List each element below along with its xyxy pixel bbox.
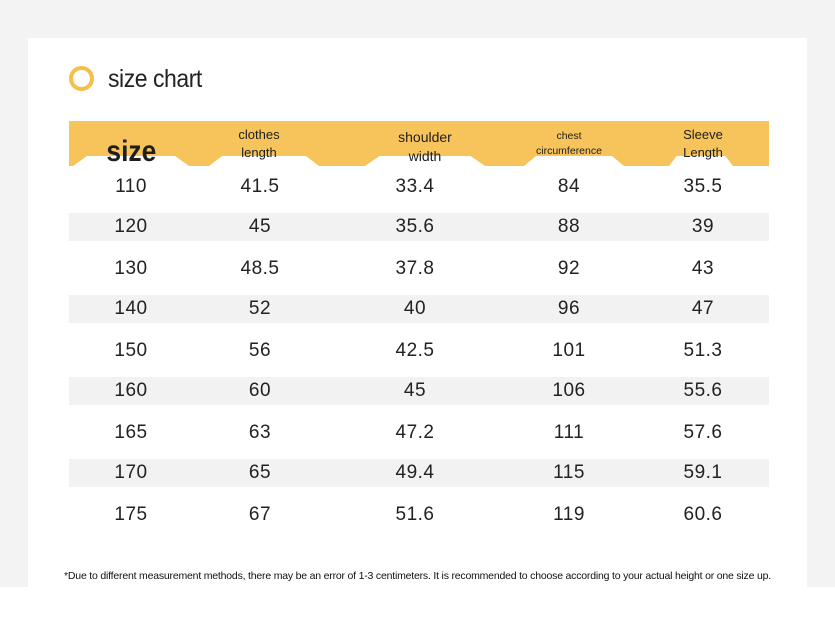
cell-chest: 101 <box>552 339 586 361</box>
table-row: 120 45 35.6 88 39 <box>69 213 769 241</box>
cell-size: 160 <box>114 380 148 401</box>
cell-sleeve-length: 35.5 <box>683 175 723 197</box>
header-size: size <box>106 135 156 169</box>
cell-sleeve-length: 51.3 <box>683 339 723 361</box>
cell-clothes-length: 60 <box>248 380 272 401</box>
cell-size: 140 <box>114 298 148 319</box>
table-row: 165 63 47.2 111 57.6 <box>69 412 769 453</box>
cell-size: 110 <box>115 175 147 197</box>
cell-size: 170 <box>114 462 148 483</box>
cell-sleeve-length: 60.6 <box>683 503 723 525</box>
cell-size: 165 <box>114 421 148 443</box>
cell-size: 120 <box>114 216 148 237</box>
cell-chest: 92 <box>557 257 581 279</box>
table-row: 150 56 42.5 101 51.3 <box>69 330 769 371</box>
cell-size: 175 <box>114 503 148 525</box>
header-scallop <box>365 156 485 166</box>
cell-sleeve-length: 55.6 <box>683 380 723 401</box>
table-row: 160 60 45 106 55.6 <box>69 377 769 405</box>
cell-clothes-length: 48.5 <box>240 257 280 279</box>
cell-chest: 88 <box>557 216 581 237</box>
cell-chest: 119 <box>553 503 585 525</box>
cell-shoulder-width: 33.4 <box>395 175 435 197</box>
cell-clothes-length: 41.5 <box>240 175 280 197</box>
cell-chest: 96 <box>557 298 581 319</box>
header-shoulder-width: shoulder width <box>398 128 452 164</box>
table-header: size clothes length shoulder width chest… <box>69 121 769 169</box>
size-table: size clothes length shoulder width chest… <box>69 121 769 535</box>
cell-shoulder-width: 51.6 <box>395 503 435 525</box>
cell-sleeve-length: 39 <box>691 216 715 237</box>
table-body: 110 41.5 33.4 84 35.5 120 45 35.6 88 39 130 48.5 37.… <box>69 166 769 535</box>
cell-size: 150 <box>114 339 148 361</box>
cell-shoulder-width: 49.4 <box>395 462 435 483</box>
cell-sleeve-length: 47 <box>691 298 715 319</box>
cell-size: 130 <box>114 257 148 279</box>
measurement-note: *Due to different measurement methods, t… <box>64 570 771 582</box>
page-footer-band <box>0 587 835 627</box>
cell-shoulder-width: 40 <box>403 298 427 319</box>
cell-shoulder-width: 35.6 <box>395 216 435 237</box>
cell-shoulder-width: 37.8 <box>395 257 435 279</box>
table-row: 140 52 40 96 47 <box>69 295 769 323</box>
header-sleeve-length: Sleeve Length <box>683 126 723 160</box>
cell-chest: 106 <box>552 380 586 401</box>
cell-clothes-length: 45 <box>248 216 272 237</box>
table-row: 175 67 51.6 119 60.6 <box>69 494 769 535</box>
cell-chest: 115 <box>553 462 585 483</box>
cell-shoulder-width: 47.2 <box>395 421 435 443</box>
header-scallop <box>524 156 624 166</box>
cell-sleeve-length: 43 <box>691 257 715 279</box>
cell-chest: 84 <box>557 175 581 197</box>
cell-clothes-length: 56 <box>248 339 272 361</box>
page-title: size chart <box>108 65 202 93</box>
header-chest-circumference: chest circumference <box>536 130 602 157</box>
header-scallop <box>209 156 319 166</box>
cell-sleeve-length: 57.6 <box>683 421 723 443</box>
cell-clothes-length: 63 <box>248 421 272 443</box>
header-scallop <box>73 156 189 166</box>
table-row: 130 48.5 37.8 92 43 <box>69 248 769 289</box>
cell-chest: 111 <box>553 421 585 443</box>
table-row: 170 65 49.4 115 59.1 <box>69 459 769 487</box>
cell-clothes-length: 67 <box>248 503 272 525</box>
size-chart-panel: size chart size clothes length shoulder … <box>28 38 807 587</box>
cell-clothes-length: 65 <box>248 462 272 483</box>
cell-shoulder-width: 45 <box>403 380 427 401</box>
cell-clothes-length: 52 <box>248 298 272 319</box>
header-scallop <box>669 156 733 166</box>
table-row: 110 41.5 33.4 84 35.5 <box>69 166 769 207</box>
circle-icon <box>69 66 94 91</box>
header-clothes-length: clothes length <box>238 126 280 160</box>
cell-shoulder-width: 42.5 <box>395 339 435 361</box>
cell-sleeve-length: 59.1 <box>683 462 723 483</box>
